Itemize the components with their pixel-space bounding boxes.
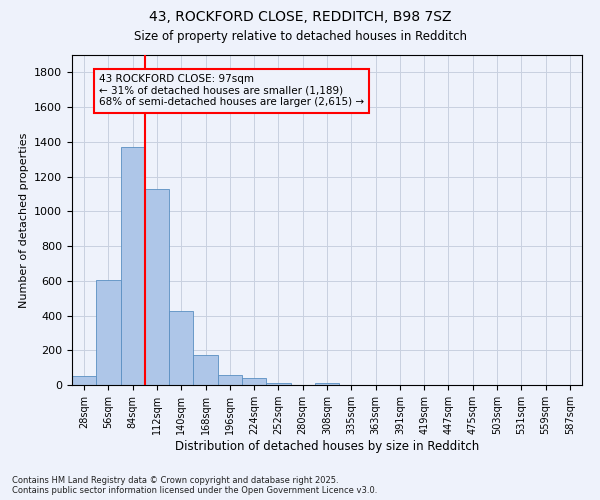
Text: 43 ROCKFORD CLOSE: 97sqm
← 31% of detached houses are smaller (1,189)
68% of sem: 43 ROCKFORD CLOSE: 97sqm ← 31% of detach…: [99, 74, 364, 108]
Text: 43, ROCKFORD CLOSE, REDDITCH, B98 7SZ: 43, ROCKFORD CLOSE, REDDITCH, B98 7SZ: [149, 10, 451, 24]
Bar: [96, 280, 121, 385]
Bar: [315, 383, 339, 385]
Bar: [242, 378, 266, 385]
Bar: [169, 311, 193, 385]
Text: Contains HM Land Registry data © Crown copyright and database right 2025.
Contai: Contains HM Land Registry data © Crown c…: [12, 476, 377, 495]
Bar: [193, 356, 218, 385]
Bar: [218, 374, 242, 385]
Bar: [145, 188, 169, 385]
Bar: [121, 147, 145, 385]
Y-axis label: Number of detached properties: Number of detached properties: [19, 132, 29, 308]
Text: Size of property relative to detached houses in Redditch: Size of property relative to detached ho…: [133, 30, 467, 43]
Bar: [266, 383, 290, 385]
X-axis label: Distribution of detached houses by size in Redditch: Distribution of detached houses by size …: [175, 440, 479, 453]
Bar: [72, 376, 96, 385]
